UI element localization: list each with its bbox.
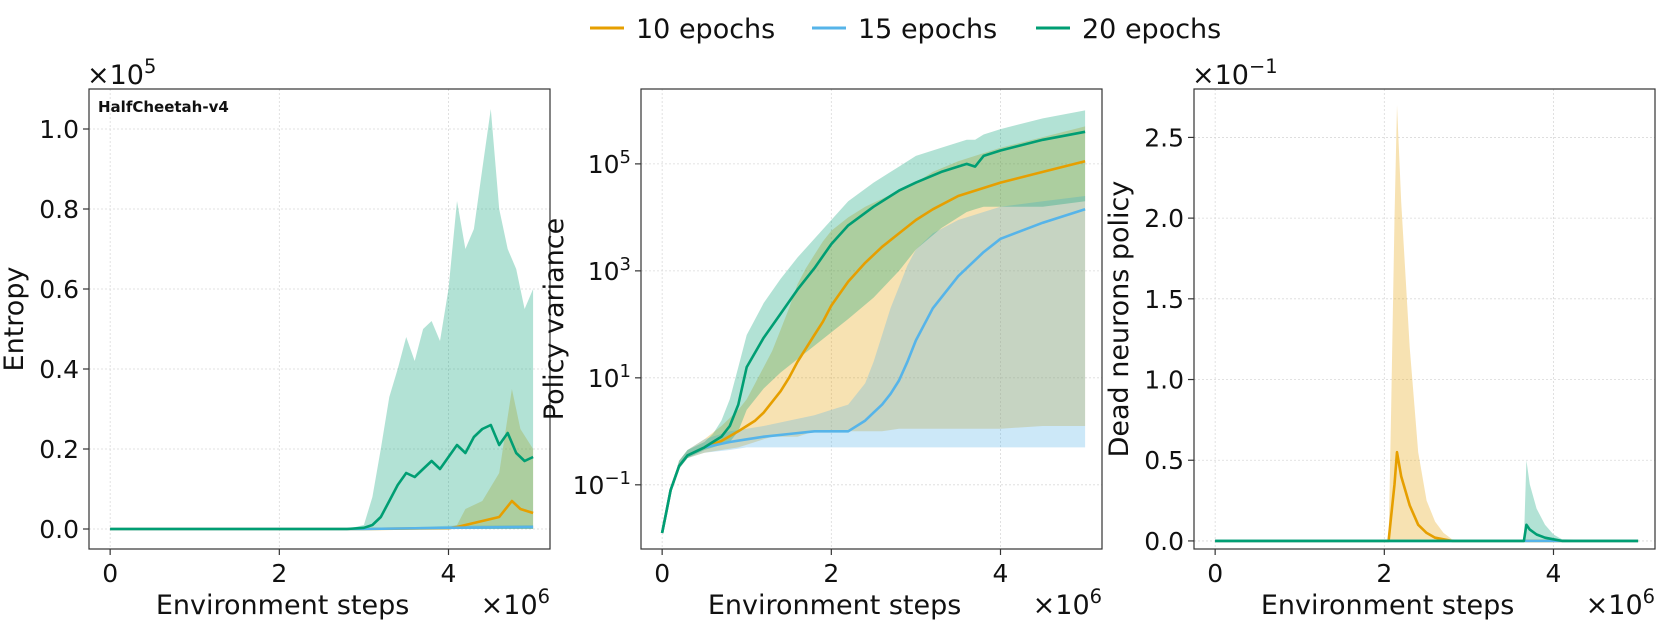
x-axis-label: Environment steps [1261,590,1514,620]
chart-panel: 0 2 4 0.0 0.5 1.0 1.5 2.0 2.5 Environment steps ×1… [1104,55,1656,620]
plot-area [660,110,1086,534]
legend-item: 15 epochs [812,14,997,45]
x-tick-label: 4 [441,559,457,588]
y-tick-label: 0.0 [1144,527,1184,556]
y-axis-label: Dead neurons policy [1104,181,1135,458]
y-tick-label: 10−1 [573,467,631,500]
legend-label: 15 epochs [858,14,997,45]
x-tick-label: 2 [823,559,839,588]
y-tick-label: 1.0 [1144,366,1184,395]
legend: 10 epochs 15 epochs 20 epochs [590,14,1221,45]
x-tick-label: 4 [993,559,1009,588]
axes-frame [640,88,1103,550]
series-line [110,423,534,531]
y-axis-label: Policy variance [539,218,570,421]
x-tick-label: 0 [654,559,670,588]
y-tick-label: 1.5 [1144,285,1184,314]
x-axis-label: Environment steps [156,590,409,620]
y-tick-label: 103 [588,253,631,286]
legend-label: 10 epochs [636,14,775,45]
x-tick-label: 4 [1546,559,1562,588]
y-tick-label: 0.0 [39,515,79,544]
series-line [1215,523,1639,543]
y-tick-label: 2.0 [1144,204,1184,233]
y-tick-label: 2.5 [1144,123,1184,152]
x-multiplier: ×106 [1033,585,1102,620]
y-axis-label: Entropy [0,267,30,372]
series-band [1215,105,1639,541]
x-tick-label: 2 [271,559,287,588]
legend-item: 20 epochs [1036,14,1221,45]
legend-item: 10 epochs [590,14,775,45]
y-tick-label: 0.8 [39,195,79,224]
chart-panel: 0 2 4 10−1 101 103 105 Environment steps ×106 Pol… [539,88,1103,620]
axes-frame [88,88,551,550]
y-tick-label: 101 [588,360,631,393]
chart-panel: 0 2 4 0.0 0.2 0.4 0.6 0.8 1.0 Environment steps ×1… [0,55,551,620]
y-multiplier: ×105 [87,55,156,92]
plot-area [110,109,534,531]
x-multiplier: ×106 [1586,585,1655,620]
series-band [110,109,534,529]
panel-title: HalfCheetah-v4 [98,98,229,116]
axes-frame [1193,88,1656,550]
x-multiplier: ×106 [481,585,550,620]
x-axis-label: Environment steps [708,590,961,620]
y-tick-label: 0.5 [1144,446,1184,475]
legend-label: 20 epochs [1082,14,1221,45]
x-tick-label: 0 [1207,559,1223,588]
y-tick-label: 0.4 [39,355,79,384]
x-tick-label: 2 [1376,559,1392,588]
y-tick-label: 1.0 [39,115,79,144]
y-tick-label: 0.2 [39,435,79,464]
series-band [662,126,1086,534]
series-band [110,389,534,529]
series-line [660,130,1086,534]
y-tick-label: 105 [588,146,631,179]
x-tick-label: 0 [102,559,118,588]
series-band [662,196,1086,533]
plot-area [1215,105,1639,543]
y-multiplier: ×10−1 [1192,55,1278,92]
series-band [662,110,1086,534]
y-tick-label: 0.6 [39,275,79,304]
series-band [1215,460,1639,541]
